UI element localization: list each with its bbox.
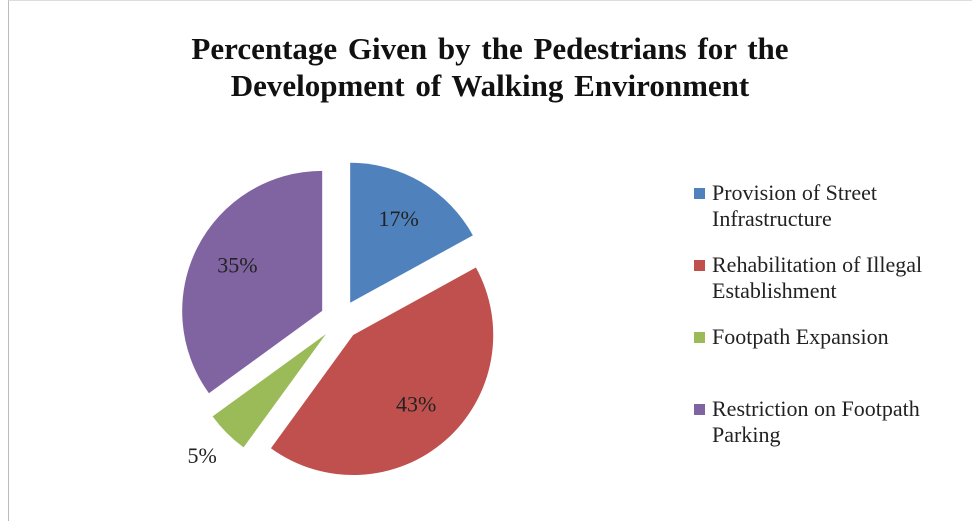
chart-title: Percentage Given by the Pedestrians for … bbox=[191, 31, 789, 103]
legend: Provision of Street Infrastructure Rehabi… bbox=[692, 180, 972, 468]
data-label: 43% bbox=[396, 391, 436, 416]
data-label: 17% bbox=[378, 206, 418, 231]
pie-slice bbox=[270, 267, 494, 476]
legend-swatch bbox=[694, 188, 705, 199]
data-label: 5% bbox=[187, 443, 216, 468]
legend-label: Restriction on Footpath Parking bbox=[712, 396, 920, 447]
pie-slice bbox=[350, 162, 473, 303]
legend-entry: Rehabilitation of Illegal Establishment bbox=[692, 252, 972, 324]
legend-swatch bbox=[694, 332, 705, 343]
legend-entry: Restriction on Footpath Parking bbox=[692, 396, 972, 468]
legend-swatch bbox=[694, 404, 705, 415]
legend-label: Rehabilitation of Illegal Establishment bbox=[712, 252, 923, 303]
data-label: 35% bbox=[217, 253, 257, 278]
chart-frame bbox=[8, 0, 972, 521]
legend-entry: Provision of Street Infrastructure bbox=[692, 180, 972, 252]
legend-entry: Footpath Expansion bbox=[692, 324, 972, 396]
pie-slice bbox=[182, 170, 323, 394]
pie-slice bbox=[212, 334, 326, 448]
legend-label: Footpath Expansion bbox=[712, 324, 889, 349]
legend-swatch bbox=[694, 260, 705, 271]
legend-label: Provision of Street Infrastructure bbox=[712, 180, 877, 231]
